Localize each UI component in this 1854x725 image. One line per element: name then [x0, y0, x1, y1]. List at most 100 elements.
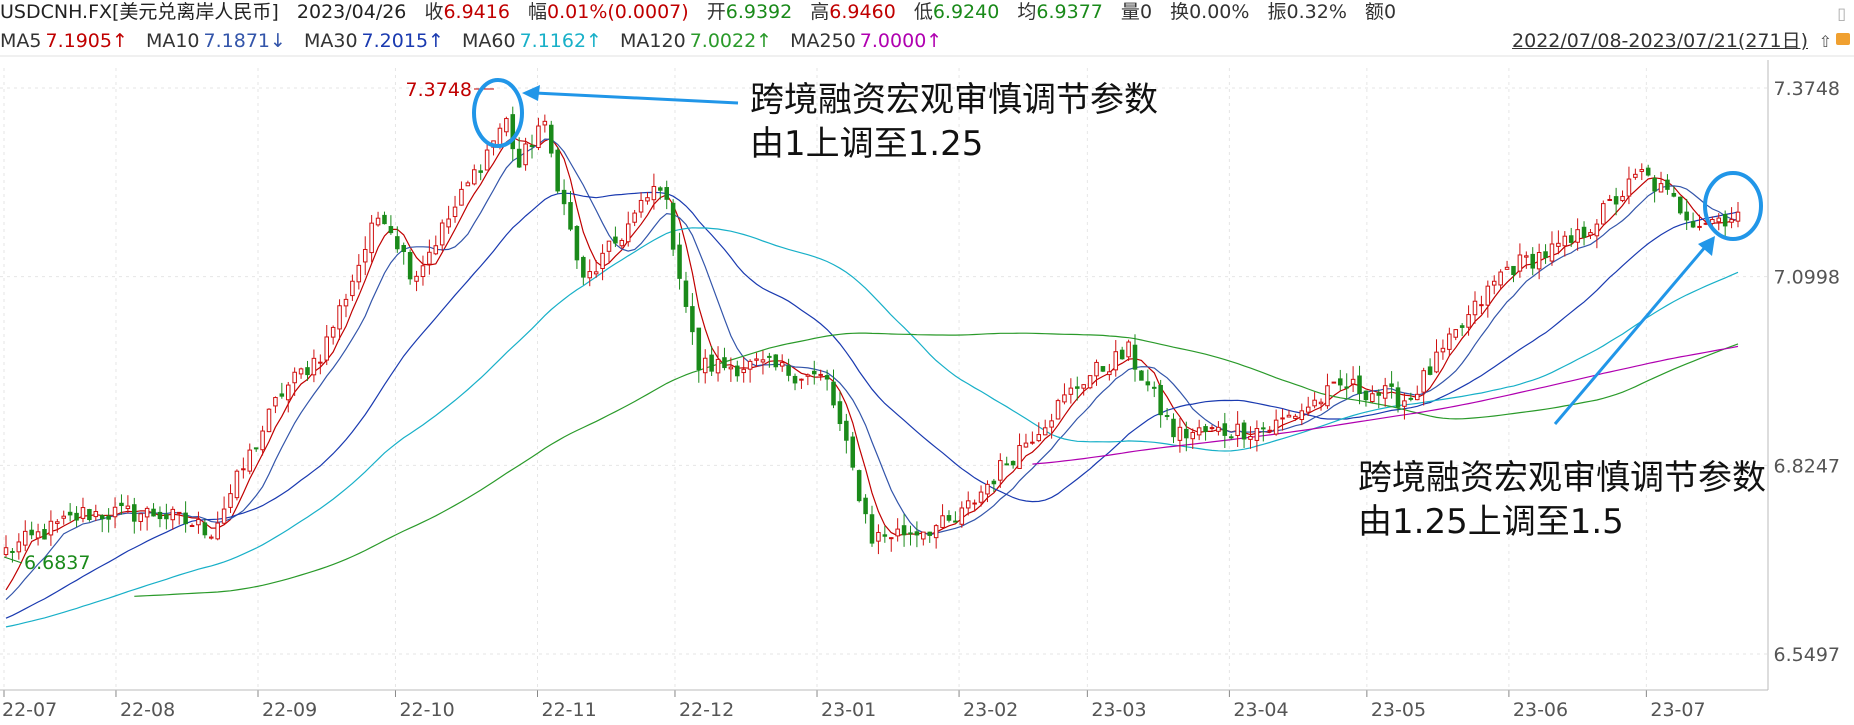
candle-up [1299, 410, 1305, 420]
ma250-label: MA250 [790, 30, 856, 52]
candle-down [856, 470, 862, 502]
symbol-label[interactable]: USDCNH.FX[美元兑离岸人民币] [0, 1, 279, 23]
candle-up [1735, 211, 1741, 222]
x-tick-label: 22-08 [120, 699, 175, 721]
ma5-value: 7.1905↑ [45, 30, 128, 52]
lock-icon[interactable] [1836, 33, 1850, 45]
candle-down [151, 508, 156, 517]
candle-down [516, 148, 522, 168]
candle-up [318, 361, 323, 364]
quote-header: USDCNH.FX[美元兑离岸人民币] 2023/04/26 收6.9416 幅… [0, 0, 1396, 24]
candle-up [439, 222, 445, 246]
candle-up [1209, 427, 1215, 430]
candle-down [395, 236, 400, 250]
candle-up [523, 143, 528, 166]
candle-up [472, 169, 477, 185]
candle-up [330, 326, 336, 338]
candle-up [1517, 254, 1523, 272]
candle-down [1203, 426, 1208, 433]
candle-up [1575, 229, 1580, 243]
candle-up [1023, 442, 1029, 448]
candle-up [645, 197, 650, 202]
volume-label: 量 [1120, 1, 1140, 23]
candle-up [978, 491, 984, 503]
ma250-value: 7.0000↑ [859, 30, 943, 52]
x-tick-label: 22-09 [262, 699, 317, 721]
candle-up [375, 217, 381, 226]
ma-line-ma10 [5, 138, 1739, 601]
candle-up [1036, 434, 1042, 442]
annotation-second-line1: 跨境融资宏观审慎调节参数 [1358, 458, 1766, 498]
candle-down [901, 525, 907, 536]
chevron-up-icon[interactable]: ⇧ [1818, 32, 1832, 51]
candle-down [927, 531, 932, 536]
candle-down [837, 401, 843, 425]
low-value: 6.9240 [932, 1, 1000, 23]
candle-down [99, 515, 105, 520]
candle-up [273, 397, 278, 407]
candle-up [1126, 341, 1131, 358]
candle-down [677, 244, 682, 279]
candle-up [234, 470, 240, 499]
candle-up [350, 280, 355, 297]
annotation-first-line1: 跨境融资宏观审慎调节参数 [750, 80, 1158, 120]
candle-down [1613, 196, 1619, 205]
candle-up [1286, 414, 1292, 418]
candle-down [792, 375, 798, 384]
candle-down [407, 252, 413, 280]
candle-up [1350, 378, 1356, 385]
close-value: 6.9416 [443, 1, 510, 23]
candle-down [953, 520, 958, 523]
candle-up [593, 271, 599, 275]
candle-up [22, 530, 28, 546]
x-tick-label: 23-03 [1091, 699, 1146, 721]
x-tick-label: 22-10 [399, 699, 454, 721]
candle-down [1119, 349, 1125, 360]
candle-up [189, 524, 195, 527]
moving-average-lines [5, 136, 1739, 628]
ma120-value: 7.0022↑ [689, 30, 773, 52]
candle-down [735, 365, 740, 377]
highlight-circle-second [1703, 171, 1763, 241]
candle-down [946, 515, 952, 521]
candle-up [1453, 329, 1459, 338]
candle-up [728, 366, 734, 370]
candle-down [561, 189, 567, 205]
candle-up [1113, 351, 1119, 371]
candle-up [619, 239, 625, 247]
candle-up [760, 359, 766, 363]
candle-down [157, 511, 163, 520]
arrow-second-head [1698, 236, 1715, 256]
candle-down [664, 187, 669, 200]
annotation-first-line2: 由1上调至1.25 [750, 124, 984, 164]
candle-up [1196, 427, 1202, 436]
candle-down [388, 226, 394, 234]
candle-up [1466, 314, 1471, 328]
candle-down [1408, 397, 1414, 400]
candle-down [401, 245, 406, 253]
candle-up [1697, 225, 1702, 228]
y-tick-label: 7.3748 [1774, 78, 1840, 100]
candle-down [844, 420, 849, 441]
candle-down [510, 114, 516, 150]
candle-down [529, 145, 535, 148]
candle-up [337, 305, 342, 330]
date-range-selector[interactable]: 2022/07/08-2023/07/21(271日) [1512, 30, 1808, 52]
candle-up [16, 541, 22, 553]
candle-up [1094, 361, 1099, 377]
candle-up [985, 483, 990, 495]
candle-down [1427, 366, 1433, 375]
candle-down [1357, 375, 1362, 394]
candle-up [1414, 393, 1420, 401]
candle-up [241, 468, 246, 471]
candle-up [1254, 428, 1260, 441]
candle-up [3, 547, 9, 556]
candle-up [895, 528, 900, 537]
ma-line-ma250 [1032, 345, 1739, 465]
scroll-up-icon[interactable]: ▯ [1837, 4, 1846, 23]
candle-down [1241, 422, 1247, 440]
candle-down [568, 202, 573, 230]
min-price-marker [3, 556, 23, 564]
candle-up [414, 275, 419, 282]
